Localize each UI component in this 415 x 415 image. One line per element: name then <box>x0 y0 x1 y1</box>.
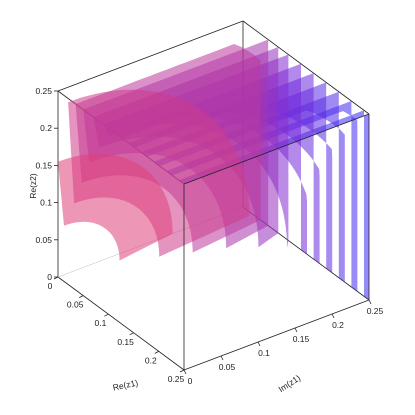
box-edge <box>57 276 185 371</box>
y-tick-mark <box>183 369 187 375</box>
x-tick-mark <box>179 369 185 373</box>
axis-ticks: 00.050.10.150.20.25 00.050.10.150.20.2500… <box>35 86 383 386</box>
box-edge <box>242 20 370 115</box>
y-tick-mark <box>331 313 335 319</box>
y-axis-label: Im(z1) <box>277 373 303 395</box>
y-tick-label: 0.1 <box>258 348 270 358</box>
x-tick-mark <box>79 295 84 298</box>
z-tick-label: 0.2 <box>40 123 52 133</box>
z-axis-label: Re(z2) <box>28 173 38 199</box>
box-edge <box>183 299 370 371</box>
x-tick-mark <box>104 313 109 317</box>
box-edge <box>183 113 370 185</box>
z-tick-label: 0.25 <box>35 86 52 96</box>
z-tick-label: 0.05 <box>35 235 52 245</box>
surface-sheet <box>58 153 173 261</box>
surface-sheet <box>68 89 250 257</box>
x-tick-label: 0.2 <box>145 355 157 365</box>
x-tick-label: 0.15 <box>117 337 134 347</box>
x-tick-mark <box>154 351 159 354</box>
z-tick-label: 0.15 <box>35 160 52 170</box>
box-edge <box>57 20 244 92</box>
y-tick-mark <box>294 327 298 333</box>
surface-sheets <box>58 39 369 300</box>
y-tick-mark <box>220 355 224 361</box>
front-box-lines <box>183 20 370 371</box>
x-tick-label: 0 <box>48 281 53 291</box>
y-tick-label: 0 <box>188 376 193 386</box>
y-tick-label: 0.05 <box>219 362 236 372</box>
y-tick-mark <box>368 299 372 305</box>
x-tick-label: 0.1 <box>94 318 106 328</box>
x-tick-label: 0.05 <box>67 300 84 310</box>
y-tick-mark <box>257 341 261 347</box>
y-tick-label: 0.2 <box>332 320 344 330</box>
x-tick-mark <box>129 332 134 336</box>
z-tick-label: 0 <box>47 272 52 282</box>
x-tick-label: 0.25 <box>168 374 185 384</box>
y-tick-label: 0.25 <box>367 306 384 316</box>
x-axis-label: Re(z1) <box>112 377 139 392</box>
y-tick-label: 0.15 <box>293 334 310 344</box>
z-tick-label: 0.1 <box>40 198 52 208</box>
